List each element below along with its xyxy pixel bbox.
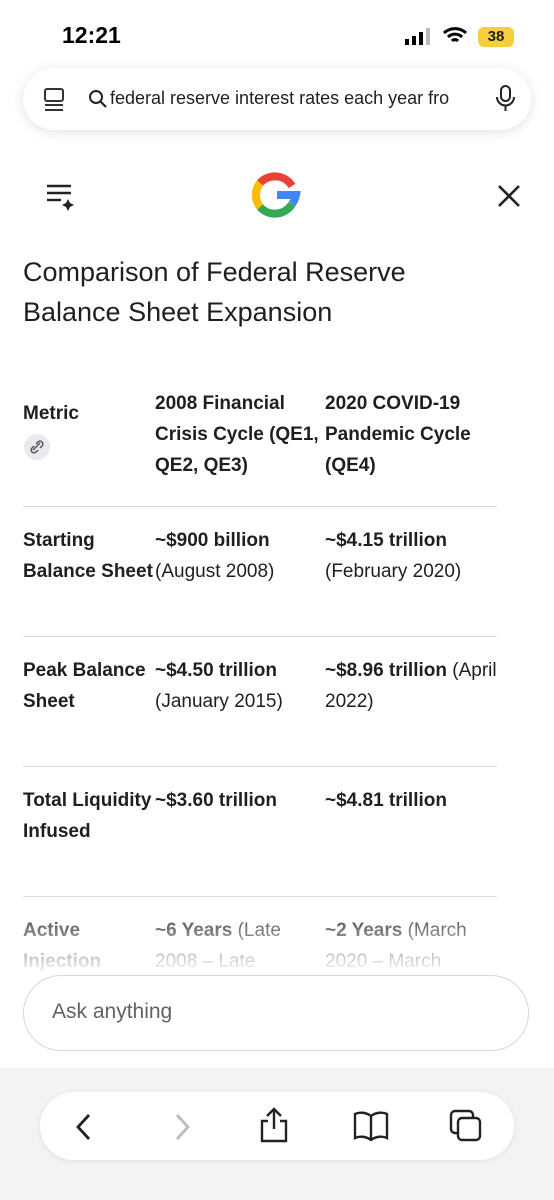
value-cell: ~$3.60 trillion — [155, 785, 325, 816]
header-cell: 2008 Financial Crisis Cycle (QE1, QE2, Q… — [155, 392, 319, 476]
battery: 38 — [478, 27, 514, 47]
cell-value: ~$4.81 trillion — [325, 790, 447, 811]
google-logo — [252, 172, 301, 218]
signal-icon — [405, 28, 430, 45]
table-row: Starting Balance Sheet ~$900 billion (Aug… — [23, 507, 497, 637]
wifi-icon — [442, 27, 468, 43]
forward-button[interactable] — [170, 1112, 194, 1142]
back-button[interactable] — [72, 1112, 96, 1142]
value-cell: ~$4.15 trillion (February 2020) — [325, 525, 497, 587]
table-row: Total Liquidity Infused ~$3.60 trillion ~$… — [23, 767, 497, 897]
answer-title: Comparison of Federal Reserve Balance Sh… — [23, 257, 406, 327]
table-row: Peak Balance Sheet ~$4.50 trillion (Janua… — [23, 637, 497, 767]
cell-note: (February 2020) — [325, 561, 462, 582]
bookmarks-button[interactable] — [352, 1110, 390, 1142]
cell-value: ~$3.60 trillion — [155, 790, 277, 811]
share-button[interactable] — [258, 1106, 290, 1144]
cell-note: (April 2022) — [325, 660, 497, 712]
header-cell: 2020 COVID-19 Pandemic Cycle (QE4) — [325, 392, 471, 476]
scroll-fade — [0, 900, 554, 975]
mic-icon[interactable] — [494, 84, 518, 114]
tabs-button[interactable] — [448, 1108, 484, 1144]
value-cell: ~$8.96 trillion (April 2022) — [325, 655, 497, 717]
link-icon[interactable] — [23, 433, 51, 461]
ask-placeholder[interactable]: Ask anything — [52, 1000, 173, 1023]
close-icon[interactable] — [496, 183, 522, 209]
history-icon[interactable] — [45, 182, 77, 212]
comparison-table: Metric 2008 Financial Crisis Cycle (QE1,… — [23, 362, 497, 972]
metric-cell: Total Liquidity Infused — [23, 790, 152, 842]
table-header: Metric 2008 Financial Crisis Cycle (QE1,… — [23, 362, 497, 507]
search-icon — [89, 90, 107, 108]
cell-value: ~$8.96 trillion — [325, 660, 447, 681]
metric-cell: Peak Balance Sheet — [23, 660, 146, 712]
status-time: 12:21 — [62, 22, 121, 48]
value-cell: ~$4.50 trillion (January 2015) — [155, 655, 325, 717]
search-bar[interactable] — [23, 68, 531, 130]
cell-note: (January 2015) — [155, 691, 283, 712]
cell-note: (August 2008) — [155, 561, 275, 582]
value-cell: ~$900 billion (August 2008) — [155, 525, 325, 587]
cell-value: ~$4.50 trillion — [155, 660, 277, 681]
toolbar — [40, 1092, 514, 1160]
header-cell: Metric — [23, 398, 155, 471]
value-cell: ~$4.81 trillion — [325, 785, 497, 816]
cell-value: ~$4.15 trillion — [325, 530, 447, 551]
search-query[interactable]: federal reserve interest rates each year… — [110, 88, 450, 108]
tabs-icon[interactable] — [42, 86, 68, 112]
header-text: Metric — [23, 402, 79, 424]
metric-cell: Starting Balance Sheet — [23, 530, 153, 582]
ask-input[interactable] — [23, 975, 529, 1051]
cell-value: ~$900 billion — [155, 530, 270, 551]
